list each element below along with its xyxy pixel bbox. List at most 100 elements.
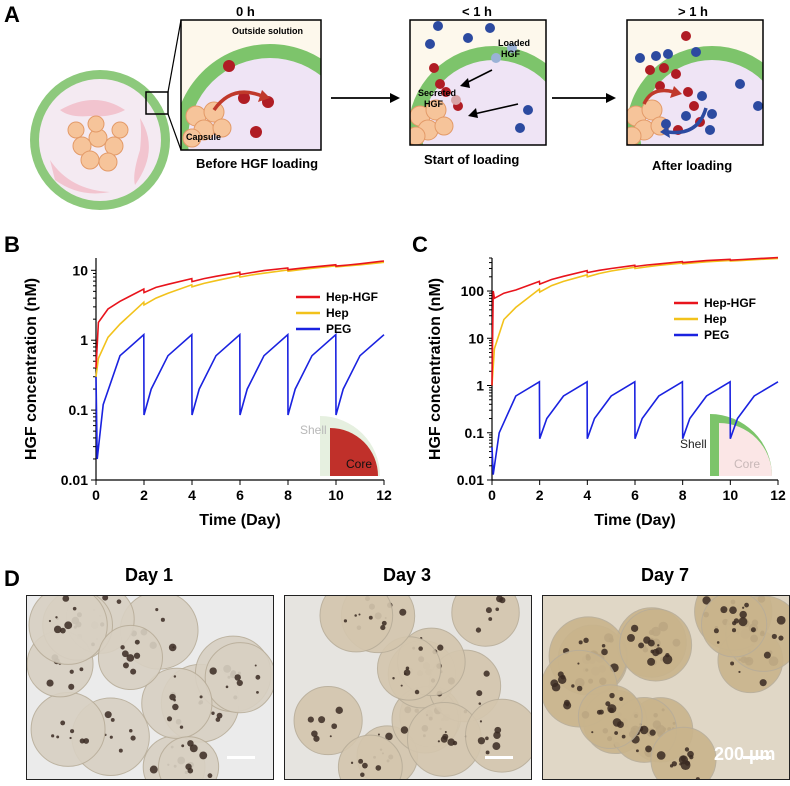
panel-label-c: C	[412, 232, 428, 257]
cell-aggregate	[46, 679, 54, 687]
inset-core-label: Core	[734, 457, 760, 471]
cell-aggregate	[495, 607, 500, 612]
cell-aggregate	[738, 617, 748, 627]
cell-aggregate	[738, 670, 741, 674]
x-axis-label: Time (Day)	[594, 512, 676, 529]
cell-aggregate	[122, 662, 129, 669]
cell-aggregate	[731, 628, 737, 633]
cell-aggregate	[121, 650, 129, 658]
capsule	[30, 691, 106, 767]
cell-aggregate	[405, 666, 410, 670]
scale-bar	[743, 756, 771, 759]
cell-aggregate	[494, 726, 502, 734]
cell-aggregate	[329, 735, 332, 738]
caption-after-loading: After loading	[652, 158, 733, 173]
cell-aggregate	[759, 679, 767, 687]
x-tick-label: 2	[140, 487, 148, 503]
legend-label: Hep	[326, 306, 349, 320]
cell-aggregate	[313, 735, 320, 742]
cell-aggregate	[729, 606, 737, 614]
cell-aggregate	[56, 735, 60, 739]
cell-aggregate	[102, 596, 109, 601]
cell-aggregate	[609, 692, 615, 699]
day3-title: Day 3	[382, 565, 432, 585]
cell-aggregate	[479, 720, 483, 723]
schematic-box-before-loading	[180, 19, 322, 151]
x-tick-label: 4	[583, 487, 591, 503]
cell-aggregate	[130, 735, 136, 741]
x-tick-label: 6	[631, 487, 639, 503]
time-label-lt1h: < 1 h	[462, 4, 492, 19]
secreted-hgf-label: HGF	[424, 99, 443, 109]
legend-label: PEG	[704, 328, 729, 342]
capsule	[700, 596, 768, 658]
cell-aggregate	[133, 652, 141, 659]
cell-aggregate	[655, 647, 663, 655]
chart-b: Shell Core 0 2 4 6 8 10 12 0.01 0.1 1 10 Time (Day) HG…	[23, 258, 392, 529]
cell-aggregate	[216, 712, 223, 719]
cell-aggregate	[400, 726, 409, 734]
cell-aggregate	[596, 709, 602, 715]
cell-aggregate	[403, 669, 411, 676]
cell-aggregate	[189, 744, 198, 753]
cell-aggregate	[679, 762, 682, 766]
cell-aggregate	[236, 679, 243, 687]
cell-aggregate	[392, 677, 395, 680]
cell-aggregate	[110, 717, 115, 722]
scale-bar	[227, 756, 255, 759]
cell-aggregate	[563, 701, 572, 710]
schematic-panel-a	[30, 19, 764, 210]
y-tick-label: 100	[461, 283, 485, 299]
series-line-peg	[95, 332, 385, 460]
cell-aggregate	[160, 617, 165, 622]
inset-core	[330, 428, 378, 476]
cell-aggregate	[104, 711, 112, 719]
time-label-0h: 0 h	[236, 4, 255, 19]
cell-aggregate	[638, 642, 645, 649]
legend-label: PEG	[326, 322, 351, 336]
cell-aggregate	[571, 684, 575, 688]
cell-aggregate	[172, 646, 175, 649]
cell-aggregate	[650, 649, 655, 654]
cell-aggregate	[130, 668, 137, 675]
inset-shell-label: Shell	[300, 423, 327, 437]
cell-aggregate	[647, 657, 656, 666]
cell-aggregate	[730, 661, 735, 666]
cell-aggregate	[750, 627, 756, 633]
cell-aggregate	[499, 597, 506, 604]
x-tick-label: 10	[723, 487, 739, 503]
cell-aggregate	[583, 637, 589, 643]
cell-aggregate	[69, 669, 74, 674]
loaded-label: Loaded	[498, 38, 531, 48]
cell-aggregate	[475, 627, 482, 633]
cell-aggregate	[358, 758, 364, 764]
day7-title: Day 7	[640, 565, 690, 585]
cell-aggregate	[79, 667, 84, 672]
x-axis-label: Time (Day)	[199, 512, 281, 529]
cell-aggregate	[256, 690, 259, 694]
capsule	[319, 596, 394, 653]
cell-aggregate	[601, 648, 608, 656]
y-tick-label: 0.01	[61, 472, 88, 488]
cell-aggregate	[70, 729, 75, 734]
cell-aggregate	[400, 684, 403, 687]
y-tick-label: 10	[72, 262, 88, 278]
micrograph-day7	[542, 595, 790, 780]
cell-aggregate	[437, 740, 440, 743]
cell-aggregate	[318, 716, 326, 724]
caption-before-loading: Before HGF loading	[196, 156, 319, 171]
cell-aggregate	[444, 731, 447, 734]
schematic-box-after-loading	[626, 19, 764, 146]
cell-aggregate	[713, 628, 719, 634]
cell-aggregate	[656, 751, 666, 760]
inset-core	[719, 423, 772, 476]
cell-aggregate	[368, 615, 373, 620]
cell-aggregate	[187, 740, 194, 747]
cell-aggregate	[311, 730, 318, 737]
cell-aggregate	[172, 703, 179, 711]
cell-aggregate	[380, 624, 386, 631]
cell-aggregate	[483, 670, 490, 677]
cell-aggregate	[399, 608, 407, 616]
y-tick-label: 0.1	[465, 425, 485, 441]
cell-aggregate	[678, 755, 689, 765]
